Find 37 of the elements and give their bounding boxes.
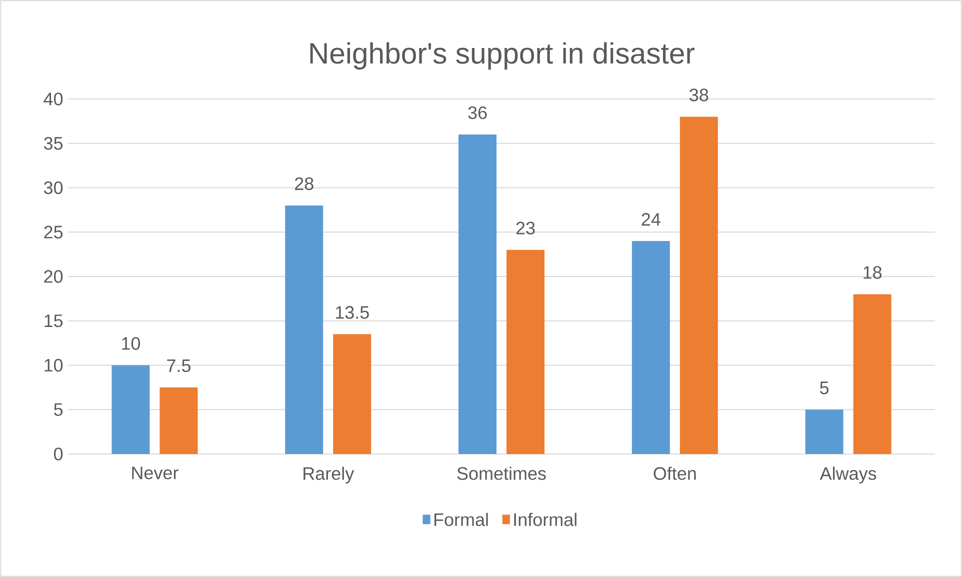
data-label: 28 <box>294 177 314 190</box>
data-label: 38 <box>690 88 708 102</box>
bar <box>112 365 150 454</box>
bar <box>853 294 892 454</box>
data-label: 10 <box>122 337 140 350</box>
data-label: 24 <box>642 213 660 226</box>
bar <box>805 410 844 454</box>
y-tick-label: 5 <box>54 403 63 416</box>
data-label: 23 <box>516 222 535 234</box>
y-tick-label: 40 <box>44 92 63 106</box>
y-tick-label: 10 <box>44 358 63 372</box>
x-tick-label: Always <box>820 466 876 484</box>
bar <box>680 116 718 454</box>
data-label: 13.5 <box>336 306 369 319</box>
y-tick-label: 30 <box>44 181 63 194</box>
x-tick-label: Sometimes <box>457 466 546 480</box>
legend-label: Formal <box>434 512 488 526</box>
y-tick-label: 20 <box>44 270 63 283</box>
x-tick-label: Rarely <box>304 466 354 484</box>
data-label: 7.5 <box>167 359 190 372</box>
x-tick-label: Never <box>132 466 178 480</box>
bar <box>160 387 198 454</box>
bar <box>458 134 497 454</box>
legend-label: Informal <box>514 512 576 526</box>
data-label: 5 <box>820 382 829 394</box>
chart-title: Neighbor's support in disaster <box>310 42 695 70</box>
bar <box>632 240 670 454</box>
bar <box>333 334 372 454</box>
bar <box>506 250 545 454</box>
y-tick-label: 15 <box>44 314 63 328</box>
bar <box>285 205 324 454</box>
data-label: 36 <box>468 106 487 120</box>
data-label: 18 <box>864 266 882 279</box>
y-tick-label: 0 <box>54 448 63 460</box>
y-tick-label: 35 <box>44 136 63 150</box>
y-tick-label: 25 <box>44 226 63 238</box>
x-tick-label: Often <box>654 466 696 480</box>
